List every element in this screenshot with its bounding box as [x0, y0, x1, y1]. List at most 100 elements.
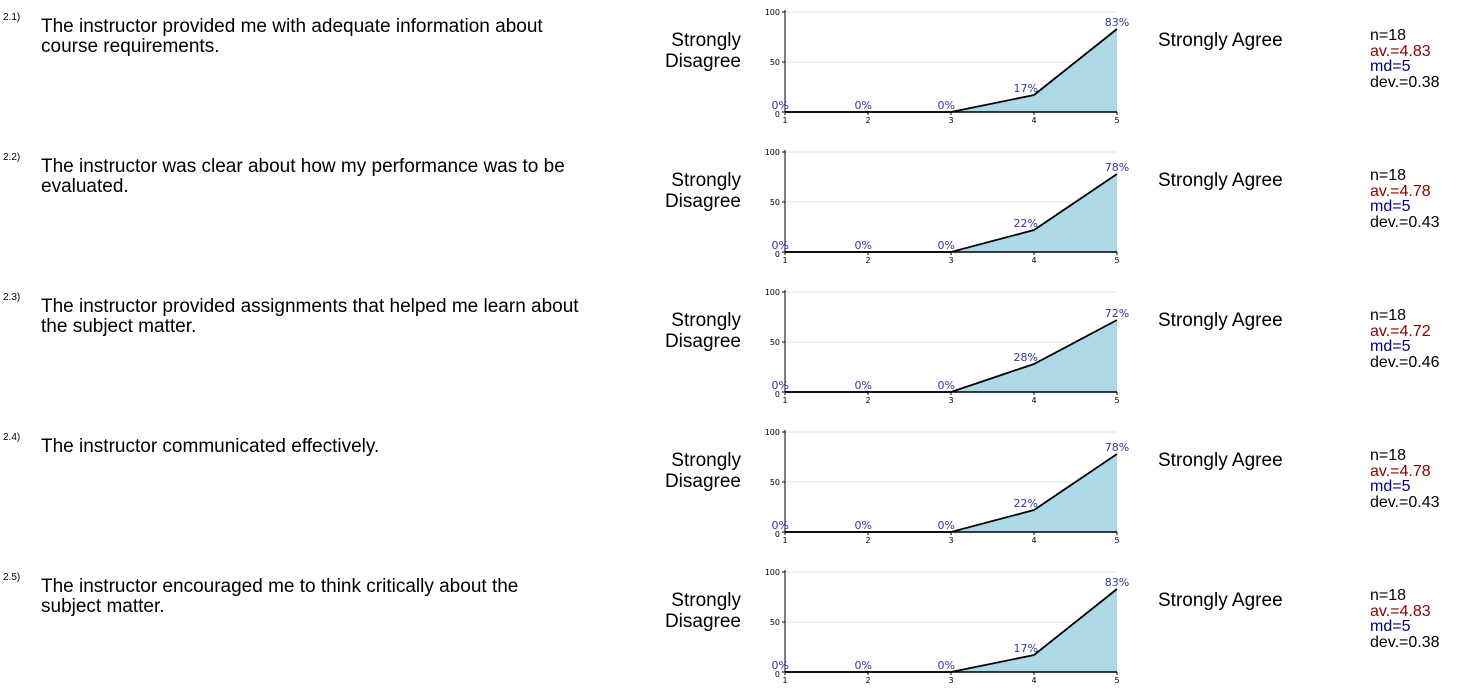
data-label: 0% — [938, 379, 955, 392]
scale-left-label: Strongly Disagree — [664, 170, 741, 212]
data-label: 0% — [855, 239, 872, 252]
y-tick-label: 50 — [770, 338, 780, 347]
data-label: 72% — [1105, 307, 1129, 320]
x-tick-label: 1 — [782, 676, 787, 685]
data-label: 28% — [1014, 351, 1038, 364]
question-row: 2.3) The instructor provided assignments… — [0, 280, 1475, 420]
area-fill — [785, 320, 1117, 392]
question-number: 2.5) — [3, 572, 21, 583]
x-tick-label: 4 — [1031, 536, 1036, 545]
stat-deviation: dev.=0.38 — [1370, 73, 1440, 91]
distribution-chart: 0 50 100 1 2 3 4 5 0% 0% 0% 28% 72% — [765, 288, 1130, 405]
y-tick-label: 50 — [770, 478, 780, 487]
x-tick-label: 1 — [782, 536, 787, 545]
scale-left-label: Strongly Disagree — [664, 310, 741, 352]
data-label: 17% — [1014, 642, 1038, 655]
data-label: 83% — [1105, 16, 1129, 29]
scale-left-label: Strongly Disagree — [664, 450, 741, 492]
data-label: 0% — [772, 99, 789, 112]
y-tick-label: 100 — [765, 428, 780, 437]
question-text: The instructor was clear about how my pe… — [41, 156, 565, 197]
y-tick-label: 0 — [775, 390, 780, 399]
scale-right-label: Strongly Agree — [1158, 450, 1283, 471]
data-label: 0% — [772, 519, 789, 532]
data-label: 0% — [855, 99, 872, 112]
stat-deviation: dev.=0.43 — [1370, 493, 1440, 511]
y-tick-label: 50 — [770, 618, 780, 627]
x-tick-label: 2 — [865, 116, 870, 125]
scale-left-label: Strongly Disagree — [664, 590, 741, 632]
stat-n: n=18 — [1370, 587, 1407, 604]
stat-average: av.=4.83 — [1370, 42, 1431, 60]
x-tick-label: 1 — [782, 256, 787, 265]
y-tick-label: 0 — [775, 110, 780, 119]
question-row: 2.5) The instructor encouraged me to thi… — [0, 560, 1475, 700]
y-tick-label: 100 — [765, 148, 780, 157]
stat-average: av.=4.78 — [1370, 462, 1431, 480]
question-number: 2.4) — [3, 432, 21, 443]
stat-median: md=5 — [1370, 58, 1411, 75]
stat-n: n=18 — [1370, 307, 1407, 324]
stat-median: md=5 — [1370, 198, 1411, 215]
data-label: 0% — [938, 239, 955, 252]
x-tick-label: 2 — [865, 396, 870, 405]
stat-median: md=5 — [1370, 338, 1411, 355]
x-tick-label: 4 — [1031, 676, 1036, 685]
stat-median: md=5 — [1370, 618, 1411, 635]
y-tick-label: 100 — [765, 288, 780, 297]
question-text: The instructor communicated effectively. — [41, 436, 380, 457]
area-fill — [785, 174, 1117, 252]
x-tick-label: 5 — [1114, 256, 1119, 265]
x-tick-label: 3 — [948, 396, 953, 405]
data-label: 0% — [855, 379, 872, 392]
x-tick-label: 3 — [948, 676, 953, 685]
question-text: The instructor provided assignments that… — [41, 296, 579, 337]
stat-deviation: dev.=0.38 — [1370, 633, 1440, 651]
y-tick-label: 0 — [775, 530, 780, 539]
data-label: 0% — [772, 239, 789, 252]
stat-average: av.=4.72 — [1370, 322, 1431, 340]
distribution-chart: 0 50 100 1 2 3 4 5 0% 0% 0% 22% 78% — [765, 428, 1130, 545]
data-label: 83% — [1105, 576, 1129, 589]
x-tick-label: 5 — [1114, 396, 1119, 405]
x-tick-label: 3 — [948, 256, 953, 265]
data-label: 0% — [938, 99, 955, 112]
stats-block: n=18 av.=4.78 md=5 dev.=0.43 — [1370, 168, 1440, 230]
x-tick-label: 2 — [865, 676, 870, 685]
x-tick-label: 1 — [782, 116, 787, 125]
y-tick-label: 50 — [770, 198, 780, 207]
distribution-chart: 0 50 100 1 2 3 4 5 0% 0% 0% 22% 78% — [765, 148, 1130, 265]
x-tick-label: 5 — [1114, 676, 1119, 685]
stat-deviation: dev.=0.43 — [1370, 213, 1440, 231]
question-text: The instructor encouraged me to think cr… — [41, 576, 519, 617]
data-label: 22% — [1014, 497, 1038, 510]
scale-left-label: Strongly Disagree — [664, 30, 741, 72]
question-number: 2.1) — [3, 12, 21, 23]
distribution-chart: 0 50 100 1 2 3 4 5 0% 0% 0% 17% 83% — [765, 8, 1130, 125]
stat-n: n=18 — [1370, 447, 1407, 464]
stats-block: n=18 av.=4.83 md=5 dev.=0.38 — [1370, 28, 1440, 90]
x-tick-label: 2 — [865, 536, 870, 545]
y-tick-label: 100 — [765, 568, 780, 577]
question-text: The instructor provided me with adequate… — [41, 16, 543, 57]
x-tick-label: 3 — [948, 536, 953, 545]
x-tick-label: 5 — [1114, 116, 1119, 125]
question-row: 2.4) The instructor communicated effecti… — [0, 420, 1475, 560]
stat-average: av.=4.83 — [1370, 602, 1431, 620]
data-label: 0% — [855, 659, 872, 672]
x-tick-label: 5 — [1114, 536, 1119, 545]
data-label: 78% — [1105, 441, 1129, 454]
scale-right-label: Strongly Agree — [1158, 310, 1283, 331]
stats-block: n=18 av.=4.83 md=5 dev.=0.38 — [1370, 588, 1440, 650]
question-row: 2.2) The instructor was clear about how … — [0, 140, 1475, 280]
stat-n: n=18 — [1370, 27, 1407, 44]
x-tick-label: 4 — [1031, 256, 1036, 265]
stat-median: md=5 — [1370, 478, 1411, 495]
data-label: 0% — [772, 659, 789, 672]
data-label: 0% — [938, 659, 955, 672]
x-tick-label: 4 — [1031, 396, 1036, 405]
stat-deviation: dev.=0.46 — [1370, 353, 1440, 371]
scale-right-label: Strongly Agree — [1158, 30, 1283, 51]
y-tick-label: 100 — [765, 8, 780, 17]
distribution-chart: 0 50 100 1 2 3 4 5 0% 0% 0% 17% 83% — [765, 568, 1130, 685]
